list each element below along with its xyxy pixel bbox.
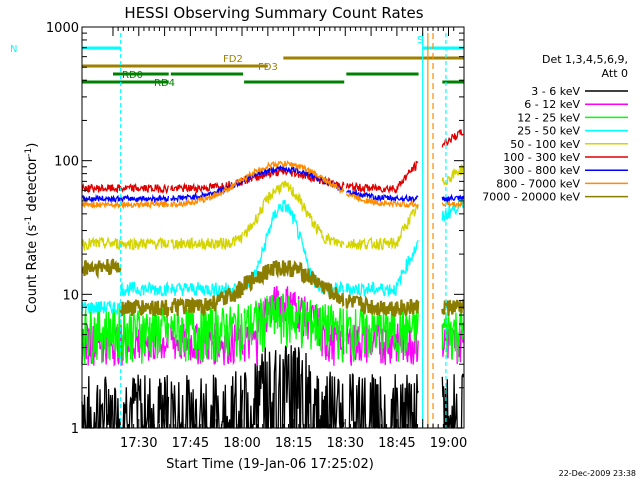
legend-label: 6 - 12 keV — [524, 98, 580, 111]
series-line — [345, 239, 419, 298]
series-line — [120, 236, 170, 251]
series-7 — [81, 160, 464, 210]
series-line — [170, 281, 244, 298]
x-axis-title: Start Time (19-Jan-06 17:25:02) — [166, 457, 374, 472]
y-axis-title-close: ) — [25, 143, 40, 148]
series-line — [243, 345, 345, 429]
x-tick-label: 19:00 — [430, 436, 467, 451]
legend-label: 7000 - 20000 keV — [482, 191, 580, 204]
date-stamp: 22-Dec-2009 23:38 — [559, 469, 636, 478]
series-line — [441, 310, 465, 363]
series-line — [81, 194, 122, 204]
x-tick-label: 18:00 — [223, 436, 260, 451]
series-line — [346, 373, 419, 429]
flag-label-S: S — [417, 35, 423, 46]
y-tick-label: 1000 — [46, 21, 79, 36]
y-axis-title-sup2: -1 — [24, 148, 34, 157]
chart-title: HESSI Observing Summary Count Rates — [124, 4, 423, 22]
flag-label-RD4: RD4 — [154, 78, 175, 89]
series-5 — [81, 129, 464, 195]
series-line — [120, 193, 170, 204]
series-line — [170, 371, 244, 429]
series-4 — [81, 164, 464, 252]
y-tick-label: 10 — [62, 288, 79, 303]
series-line — [441, 164, 464, 186]
y-tick-label: 100 — [54, 155, 79, 170]
y-axis-title-tail: detector — [25, 156, 40, 216]
legend-label: 300 - 800 keV — [503, 164, 580, 177]
series-line — [120, 307, 170, 364]
series-line — [345, 160, 419, 195]
series-line — [120, 199, 170, 210]
legend-label: 50 - 100 keV — [510, 138, 580, 151]
x-tick-label: 17:45 — [172, 436, 209, 451]
flag-label-FD3: FD3 — [258, 62, 278, 73]
x-tick-label: 18:45 — [378, 436, 415, 451]
series-line — [441, 299, 465, 317]
legend-label: 25 - 50 keV — [517, 125, 580, 138]
series-line — [243, 179, 345, 249]
series-line — [170, 231, 244, 251]
flag-label-RD0: RD0 — [122, 70, 143, 81]
series-line — [120, 374, 170, 429]
y-axis-title: Count Rate (s-1 detector-1) — [24, 143, 40, 314]
series-line — [345, 191, 419, 210]
y-axis-title-main: Count Rate (s — [25, 225, 40, 314]
series-line — [81, 199, 121, 210]
series-8 — [81, 258, 465, 319]
y-tick-label: 1 — [71, 422, 79, 437]
series-line — [243, 293, 345, 363]
legend-label: 100 - 300 keV — [503, 151, 580, 164]
series-line — [120, 182, 170, 195]
legend-label: 3 - 6 keV — [531, 85, 580, 98]
series-line — [170, 176, 244, 209]
series-layer — [81, 129, 465, 429]
flag-label-FD2: FD2 — [223, 54, 243, 65]
x-tick-label: 18:30 — [327, 436, 364, 451]
legend-header-detectors: Det 1,3,4,5,6,9, — [542, 53, 628, 66]
series-line — [169, 280, 244, 317]
flag-label-N: N — [10, 44, 17, 55]
series-line — [345, 322, 419, 366]
series-line — [81, 183, 122, 194]
series-line — [346, 188, 419, 204]
axes-layer: 1 10 100 1000 17:30 17:45 18:00 18:15 18:30 18:45… — [46, 21, 467, 451]
series-line — [170, 304, 244, 363]
series-line — [81, 236, 122, 252]
series-6 — [81, 164, 465, 204]
series-line — [81, 376, 122, 429]
legend-label: 800 - 7000 keV — [496, 177, 580, 190]
series-line — [119, 299, 170, 319]
series-line — [243, 260, 345, 308]
x-tick-label: 17:30 — [120, 436, 157, 451]
series-line — [81, 300, 122, 315]
series-line — [120, 280, 170, 297]
series-line — [81, 307, 122, 364]
x-tick-label: 18:15 — [275, 436, 312, 451]
markers-layer — [120, 33, 447, 428]
series-line — [345, 204, 419, 251]
y-axis-title-sup: -1 — [24, 216, 34, 225]
series-line — [243, 160, 345, 195]
series-line — [345, 294, 420, 317]
series-line — [81, 258, 122, 280]
legend-header-attenuator: Att 0 — [602, 67, 628, 80]
legend-label: 12 - 25 keV — [517, 111, 580, 124]
flags-layer: N S FD2 FD3 RD0 RD4 — [10, 35, 464, 89]
series-line — [441, 193, 465, 204]
